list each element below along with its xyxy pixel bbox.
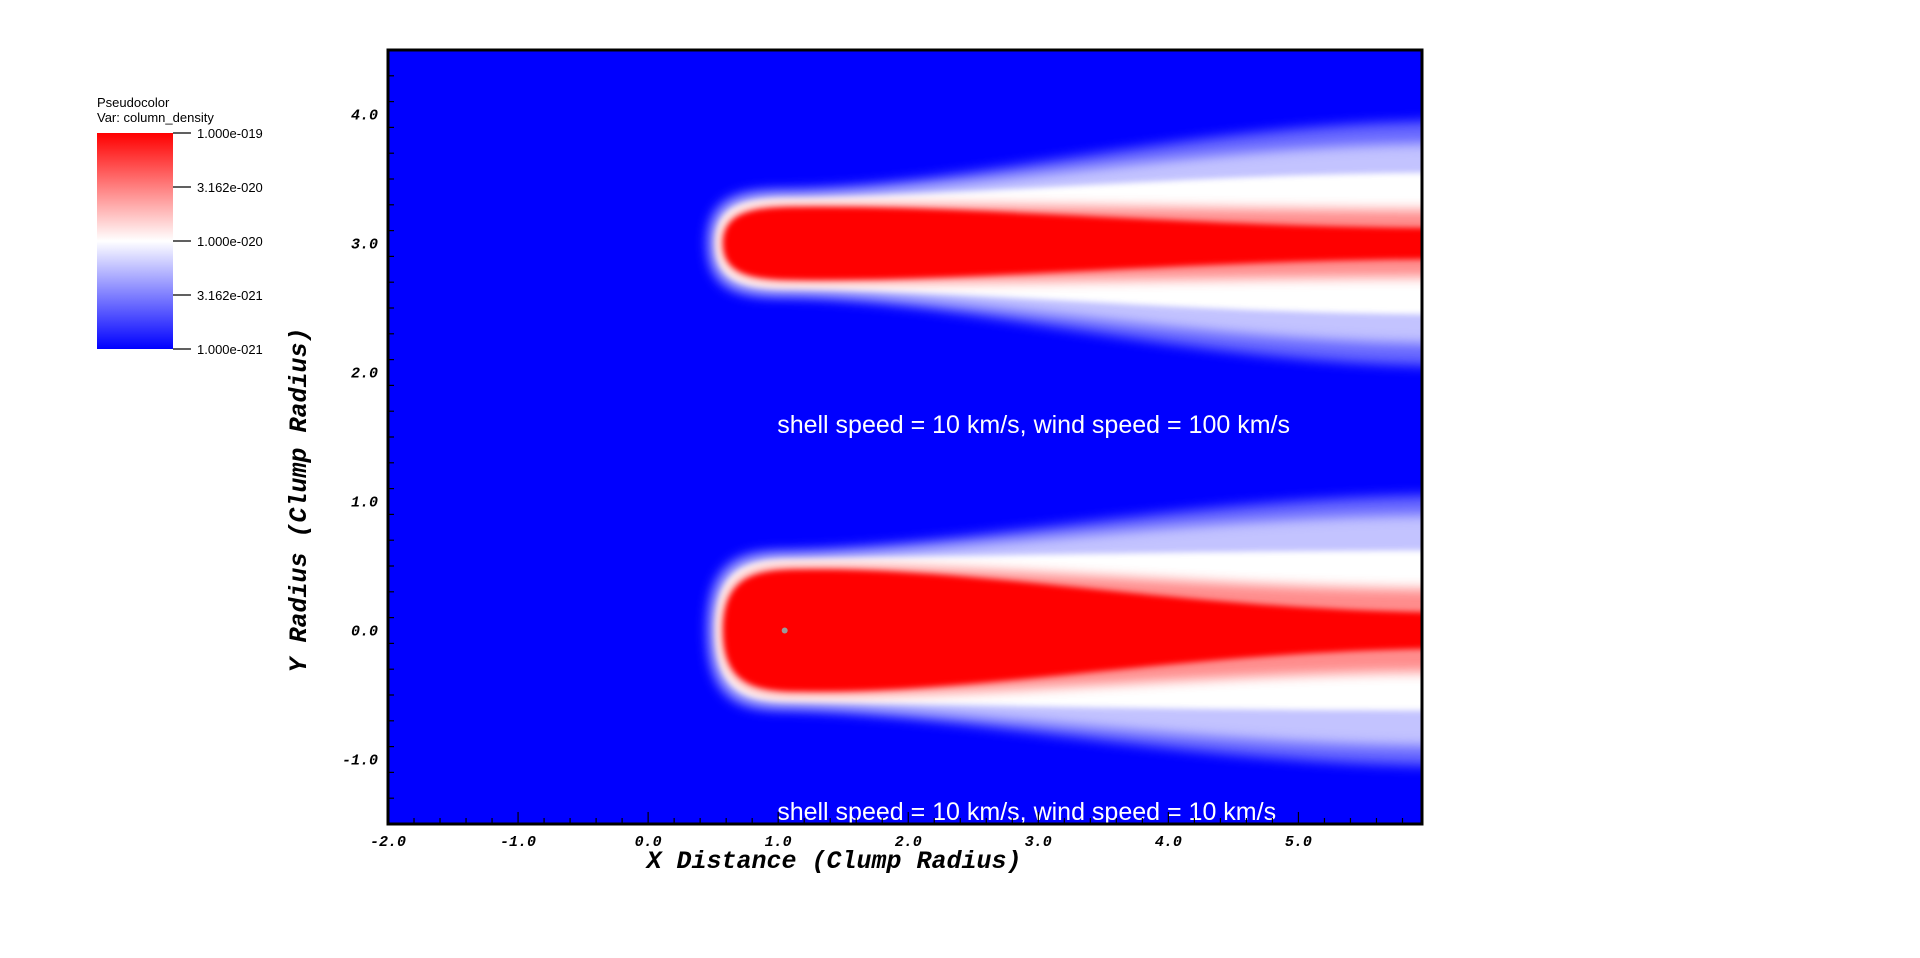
x-tick-label: -1.0 — [500, 834, 536, 851]
y-tick-label: 3.0 — [351, 237, 378, 254]
y-tick-label: 2.0 — [351, 366, 378, 383]
y-tick-label: 4.0 — [351, 108, 378, 125]
x-axis-label: X Distance (Clump Radius) — [644, 847, 1021, 876]
y-tick-label: -1.0 — [342, 753, 378, 770]
legend-plot-type: Pseudocolor — [97, 95, 170, 110]
colorbar — [97, 133, 173, 349]
marker-dot — [781, 627, 788, 634]
annotations: shell speed = 10 km/s, wind speed = 100 … — [777, 411, 1290, 826]
colorbar-ticks: 1.000e-019 3.162e-020 1.000e-020 3.162e-021… — [173, 126, 263, 357]
x-tick-label: -2.0 — [370, 834, 406, 851]
x-axis: -2.0 -1.0 0.0 1.0 2.0 3.0 4.0 5.0 — [370, 812, 1404, 851]
x-tick-label: 1.0 — [765, 834, 792, 851]
colorbar-tick-label: 1.000e-019 — [197, 126, 263, 141]
x-tick-label: 0.0 — [635, 834, 662, 851]
lower-clump-tail — [723, 569, 1422, 692]
legend-var-label: Var: column_density — [97, 110, 214, 125]
plot-area: shell speed = 10 km/s, wind speed = 100 … — [386, 48, 1424, 826]
colorbar-tick-label: 1.000e-020 — [197, 234, 263, 249]
density-structures — [706, 121, 1422, 766]
colorbar-legend: Pseudocolor Var: column_density 1.000e-0… — [97, 95, 263, 357]
annotation-text: shell speed = 10 km/s, wind speed = 100 … — [777, 411, 1290, 439]
x-tick-label: 3.0 — [1025, 834, 1052, 851]
y-tick-label: 1.0 — [351, 495, 378, 512]
colorbar-tick-label: 1.000e-021 — [197, 342, 263, 357]
y-axis-label: Y Radius (Clump Radius) — [285, 327, 314, 672]
y-tick-label: 0.0 — [351, 624, 378, 641]
y-axis: -1.0 0.0 1.0 2.0 3.0 4.0 — [342, 49, 394, 825]
annotation-text: shell speed = 10 km/s, wind speed = 10 k… — [777, 798, 1276, 826]
x-tick-label: 2.0 — [895, 834, 922, 851]
x-tick-label: 5.0 — [1285, 834, 1312, 851]
colorbar-tick-label: 3.162e-021 — [197, 288, 263, 303]
x-tick-label: 4.0 — [1155, 834, 1182, 851]
colorbar-tick-label: 3.162e-020 — [197, 180, 263, 195]
upper-clump-tail — [723, 207, 1422, 280]
